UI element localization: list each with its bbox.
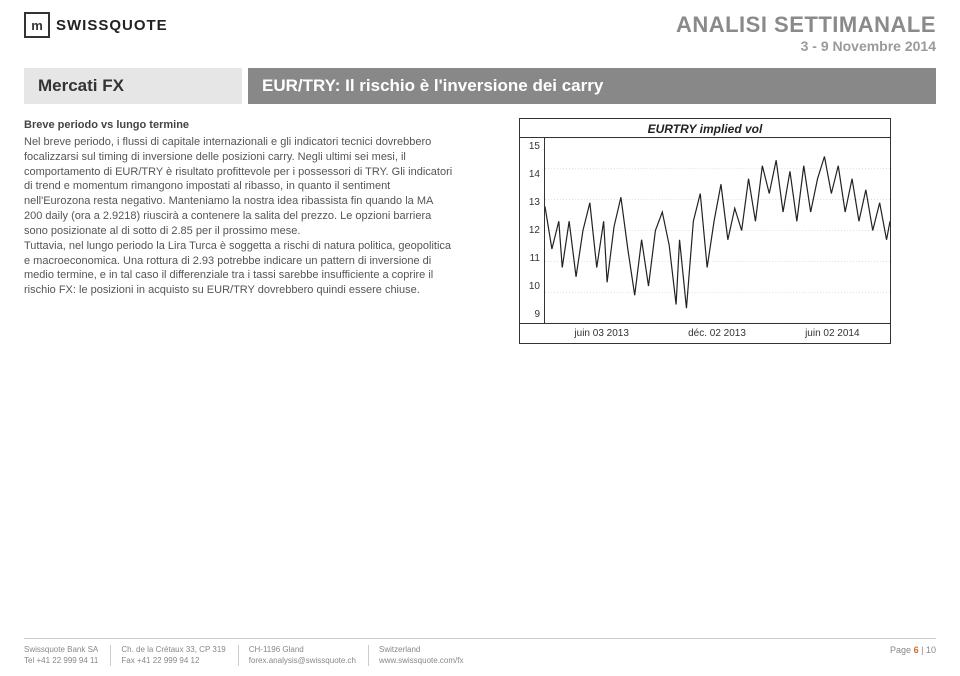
chart-column: EURTRY implied vol 15 14 13 12 11 10 9 juin 03… (474, 118, 936, 344)
footer-text: Tel +41 22 999 94 11 (24, 656, 98, 666)
chart-title: EURTRY implied vol (520, 119, 890, 138)
page-current: 6 (914, 645, 919, 655)
x-axis: juin 03 2013déc. 02 2013juin 02 2014 (520, 323, 890, 343)
text-column: Breve periodo vs lungo termine Nel breve… (24, 118, 454, 344)
footer-text: Swissquote Bank SA (24, 645, 98, 655)
footer-text: Switzerland (379, 645, 463, 655)
content-row: Breve periodo vs lungo termine Nel breve… (0, 118, 960, 344)
y-tick: 14 (520, 169, 544, 180)
footer-text: Ch. de la Crétaux 33, CP 319 (121, 645, 225, 655)
footer-col-2: Ch. de la Crétaux 33, CP 319 Fax +41 22 … (110, 645, 225, 666)
doc-title: ANALISI SETTIMANALE (676, 12, 936, 38)
y-axis: 15 14 13 12 11 10 9 (520, 138, 545, 323)
section-title: Mercati FX (24, 68, 242, 104)
y-tick: 10 (520, 281, 544, 292)
footer-col-4: Switzerland www.swissquote.com/fx (368, 645, 463, 666)
page-label: Page (890, 645, 911, 655)
chart-area: 15 14 13 12 11 10 9 (520, 138, 890, 323)
footer-text: CH-1196 Gland (249, 645, 356, 655)
footer-text: Fax +41 22 999 94 12 (121, 656, 225, 666)
brand-name: SWISSQUOTE (56, 17, 168, 34)
header-right: ANALISI SETTIMANALE 3 - 9 Novembre 2014 (676, 12, 936, 54)
footer-text: www.swissquote.com/fx (379, 656, 463, 666)
x-tick: juin 02 2014 (775, 324, 890, 343)
article-title: EUR/TRY: Il rischio è l'inversione dei c… (248, 68, 936, 104)
footer-col-1: Swissquote Bank SA Tel +41 22 999 94 11 (24, 645, 98, 666)
body-paragraph: Nel breve periodo, i flussi di capitale … (24, 135, 454, 298)
title-bar: Mercati FX EUR/TRY: Il rischio è l'inver… (24, 68, 936, 104)
footer-text: forex.analysis@swissquote.ch (249, 656, 356, 666)
logo-icon: m (24, 12, 50, 38)
y-tick: 9 (520, 309, 544, 320)
y-tick: 11 (520, 253, 544, 264)
y-tick: 12 (520, 225, 544, 236)
page-number: Page 6 | 10 (890, 645, 936, 655)
footer-col-3: CH-1196 Gland forex.analysis@swissquote.… (238, 645, 356, 666)
chart-box: EURTRY implied vol 15 14 13 12 11 10 9 juin 03… (519, 118, 891, 344)
page-sep: | (921, 645, 923, 655)
y-tick: 13 (520, 197, 544, 208)
page-header: m SWISSQUOTE ANALISI SETTIMANALE 3 - 9 N… (0, 0, 960, 58)
y-tick: 15 (520, 141, 544, 152)
page-footer: Swissquote Bank SA Tel +41 22 999 94 11 … (24, 638, 936, 666)
footer-columns: Swissquote Bank SA Tel +41 22 999 94 11 … (24, 645, 463, 666)
brand-logo: m SWISSQUOTE (24, 12, 168, 38)
doc-date: 3 - 9 Novembre 2014 (676, 38, 936, 54)
chart-plot (545, 138, 890, 323)
chart-svg (545, 138, 890, 323)
page-total: 10 (926, 645, 936, 655)
x-tick: juin 03 2013 (544, 324, 659, 343)
x-tick: déc. 02 2013 (659, 324, 774, 343)
subheading: Breve periodo vs lungo termine (24, 118, 454, 133)
